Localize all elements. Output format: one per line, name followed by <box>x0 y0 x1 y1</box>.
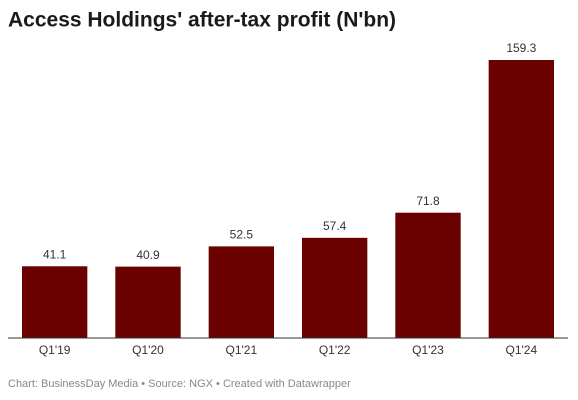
bar <box>22 266 88 338</box>
x-tick-label: Q1'21 <box>226 343 258 357</box>
bar <box>488 60 554 338</box>
value-label: 41.1 <box>43 247 67 261</box>
x-tick-label: Q1'23 <box>412 343 444 357</box>
value-label: 40.9 <box>136 248 160 262</box>
x-tick-label: Q1'20 <box>132 343 164 357</box>
bar <box>115 266 181 338</box>
value-label: 52.5 <box>230 228 254 242</box>
value-label: 159.3 <box>506 41 536 55</box>
x-tick-label: Q1'19 <box>39 343 71 357</box>
chart-footer: Chart: BusinessDay Media • Source: NGX •… <box>8 378 351 390</box>
x-tick-label: Q1'22 <box>319 343 351 357</box>
value-label: 57.4 <box>323 219 347 233</box>
value-label: 71.8 <box>416 194 440 208</box>
bar <box>208 246 274 338</box>
bar <box>302 237 368 338</box>
bar <box>395 212 461 338</box>
x-tick-label: Q1'24 <box>506 343 538 357</box>
chart-title: Access Holdings' after-tax profit (N'bn) <box>8 9 396 32</box>
